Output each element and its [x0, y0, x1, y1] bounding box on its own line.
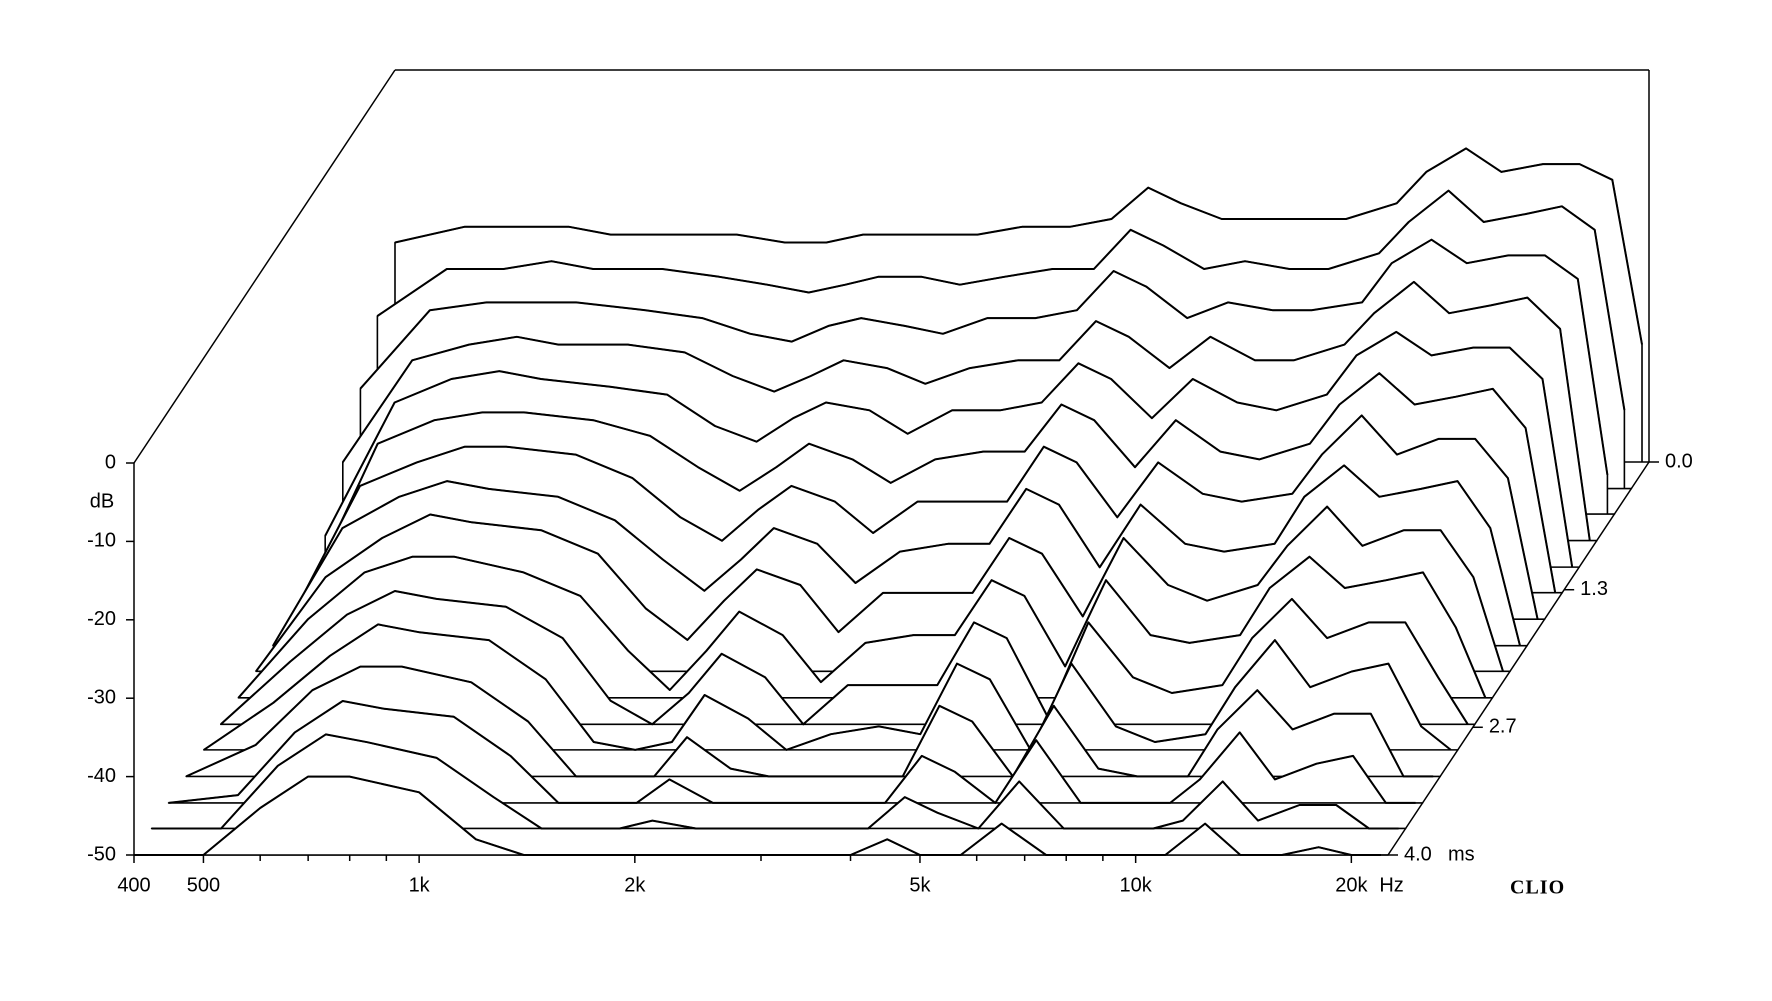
x-tick-label: 2k — [624, 874, 646, 896]
slice-line — [237, 555, 1487, 699]
y-tick-label: -10 — [87, 530, 116, 552]
slice-line — [168, 700, 1416, 804]
slice-line — [359, 238, 1609, 476]
slice-line — [272, 464, 1521, 647]
y-tick-label: -40 — [87, 765, 116, 787]
slice-line — [151, 733, 1399, 830]
slice-line — [324, 330, 1574, 568]
slice-line — [220, 590, 1469, 726]
slice-line — [255, 505, 1504, 672]
z-unit: ms — [1448, 843, 1475, 865]
z-tick-label: 4.0 — [1404, 843, 1432, 865]
frame-line — [133, 69, 396, 464]
x-tick-label: 1k — [409, 874, 431, 896]
x-tick-label: 500 — [187, 874, 220, 896]
brand: CLIO — [1510, 877, 1565, 899]
slice-line — [134, 775, 1381, 856]
y-tick-label: 0 — [105, 451, 116, 473]
slice-line — [203, 623, 1452, 751]
y-tick-label: -30 — [87, 686, 116, 708]
x-tick-label: 400 — [117, 874, 150, 896]
z-tick-label: 0.0 — [1665, 450, 1693, 472]
y-tick-label: -50 — [87, 843, 116, 865]
slice-line — [341, 280, 1591, 541]
y-tick-label: -20 — [87, 608, 116, 630]
z-tick-label: 2.7 — [1489, 716, 1517, 738]
frame-line — [1387, 461, 1650, 856]
slice-line — [289, 414, 1539, 620]
y-axis-label: dB — [90, 490, 114, 512]
slice-line — [376, 189, 1626, 411]
x-tick-label: 20k — [1335, 874, 1368, 896]
x-tick-label: 5k — [909, 874, 931, 896]
slice-line — [307, 372, 1557, 594]
x-tick-label: 10k — [1120, 874, 1153, 896]
slice-line — [394, 147, 1643, 345]
x-unit: Hz — [1379, 874, 1403, 896]
slice-line — [185, 665, 1434, 778]
z-tick-label: 1.3 — [1580, 578, 1608, 600]
